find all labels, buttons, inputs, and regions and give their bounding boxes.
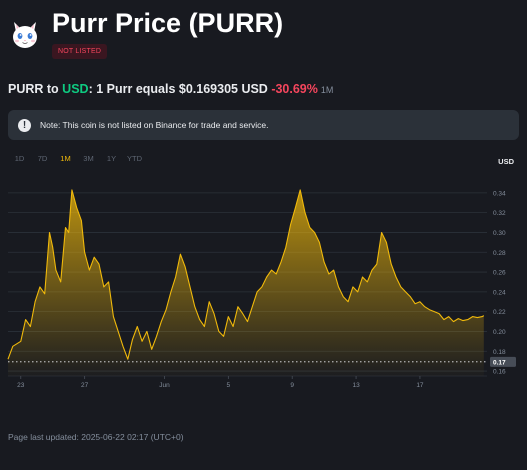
price-pair-base: PURR to [8, 82, 63, 96]
header: Purr Price (PURR) NOT LISTED [8, 6, 508, 62]
timeframe-ytd-button[interactable]: YTD [127, 154, 142, 163]
notice-text: Note: This coin is not listed on Binance… [40, 120, 269, 130]
price-line [7, 189, 485, 360]
y-tick-label: 0.20 [493, 329, 506, 336]
y-tick-label: 0.22 [493, 309, 506, 316]
price-chart[interactable]: 0.34 0.32 0.30 0.28 0.26 0.24 0.22 0.20 0.18 0.16… [0, 168, 527, 413]
timeframe-3m-button[interactable]: 3M [83, 154, 94, 163]
y-tick-label: 0.34 [493, 190, 506, 197]
price-change: -30.69% [271, 82, 318, 96]
last-updated-text: Page last updated: 2025-06-22 02:17 (UTC… [8, 432, 184, 442]
current-price-label: 0.17 [493, 360, 506, 367]
x-tick-label: 13 [352, 382, 360, 389]
y-tick-label: 0.24 [493, 289, 506, 296]
y-tick-label: 0.32 [493, 210, 506, 217]
currency-label: USD [498, 157, 514, 166]
price-statement: : 1 Purr equals $0.169305 USD [88, 82, 272, 96]
x-tick-label: 5 [227, 382, 231, 389]
current-price-badge [490, 356, 516, 367]
price-pair-quote: USD [62, 82, 89, 96]
x-tick-label: 17 [416, 382, 424, 389]
y-tick-label: 0.16 [493, 369, 506, 376]
timeframe-1m-button[interactable]: 1M [60, 154, 71, 163]
x-tick-label: 9 [290, 382, 294, 389]
price-change-timeframe: 1M [320, 85, 334, 95]
timeframe-1d-button[interactable]: 1D [14, 154, 25, 163]
timeframe-1y-button[interactable]: 1Y [106, 154, 117, 163]
price-summary: PURR to USD: 1 Purr equals $0.169305 USD… [8, 82, 333, 96]
timeframe-7d-button[interactable]: 7D [37, 154, 48, 163]
y-tick-label: 0.28 [493, 250, 506, 257]
timeframe-selector: 1D 7D 1M 3M 1Y YTD [8, 154, 146, 163]
price-area [8, 189, 484, 376]
status-badge: NOT LISTED [52, 44, 108, 59]
y-tick-label: 0.30 [493, 230, 506, 237]
y-tick-label: 0.26 [493, 270, 506, 277]
x-tick-label: 23 [17, 382, 25, 389]
x-tick-label: 27 [81, 382, 89, 389]
page-title: Purr Price (PURR) [52, 8, 284, 38]
x-tick-label: Jun [159, 382, 170, 389]
notice-banner: ! Note: This coin is not listed on Binan… [8, 110, 519, 140]
purr-logo-icon [13, 22, 37, 48]
info-icon: ! [18, 118, 31, 132]
y-tick-label: 0.18 [493, 349, 506, 356]
